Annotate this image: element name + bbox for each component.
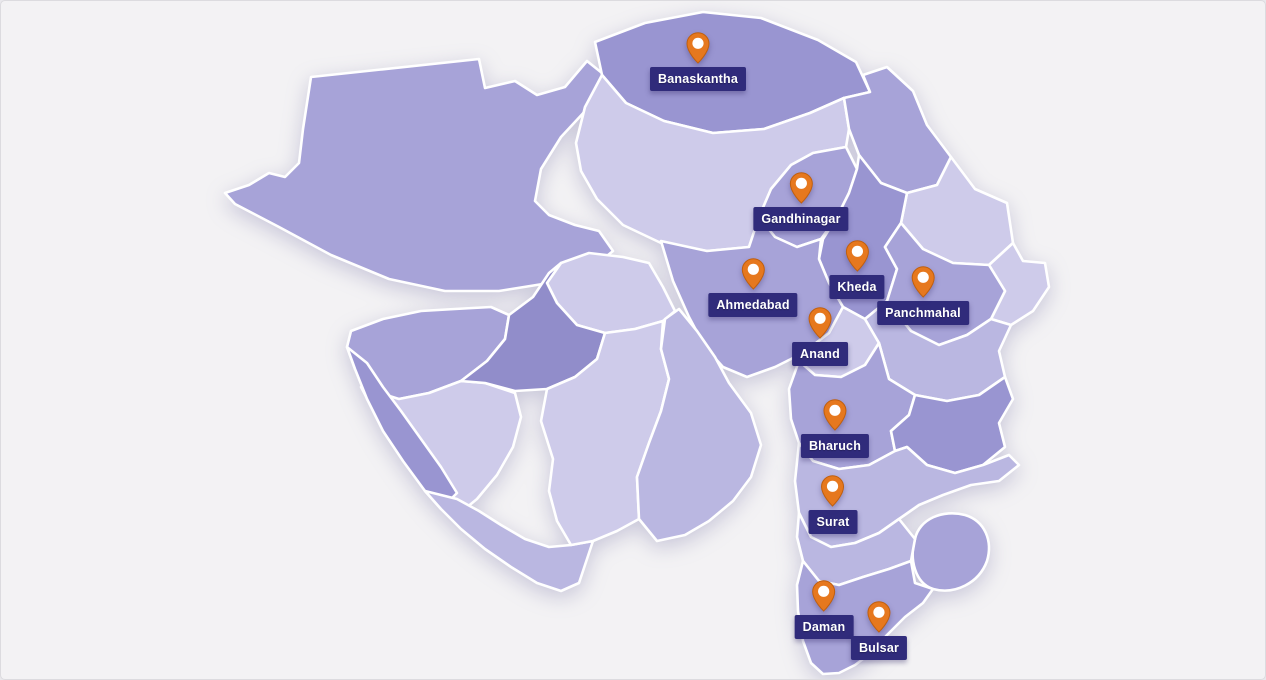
location-pin-icon[interactable] — [741, 258, 765, 290]
district-label[interactable]: Kheda — [829, 275, 885, 299]
city-marker[interactable]: Ahmedabad — [708, 258, 798, 317]
location-pin-icon[interactable] — [823, 399, 847, 431]
map-region[interactable] — [423, 489, 595, 593]
district-label[interactable]: Surat — [808, 510, 858, 534]
location-pin-icon[interactable] — [821, 475, 845, 507]
location-pin-icon[interactable] — [867, 601, 891, 633]
city-marker[interactable]: Kheda — [829, 240, 885, 299]
district-label[interactable]: Daman — [794, 615, 854, 639]
district-label[interactable]: Bulsar — [850, 636, 908, 660]
city-marker[interactable]: Bulsar — [850, 601, 908, 660]
city-marker[interactable]: Surat — [808, 475, 858, 534]
location-pin-icon[interactable] — [911, 266, 935, 298]
city-marker[interactable]: Panchmahal — [877, 266, 969, 325]
map-region[interactable] — [911, 512, 991, 592]
city-marker[interactable]: Daman — [794, 580, 854, 639]
city-marker[interactable]: Banaskantha — [649, 32, 747, 91]
location-pin-icon[interactable] — [789, 172, 813, 204]
city-marker[interactable]: Gandhinagar — [753, 172, 849, 231]
location-pin-icon[interactable] — [812, 580, 836, 612]
district-label[interactable]: Bharuch — [800, 434, 870, 458]
district-label[interactable]: Banaskantha — [649, 67, 747, 91]
location-pin-icon[interactable] — [686, 32, 710, 64]
city-marker[interactable]: Bharuch — [800, 399, 870, 458]
city-marker[interactable]: Anand — [792, 307, 848, 366]
district-label[interactable]: Ahmedabad — [708, 293, 798, 317]
map-region[interactable] — [223, 57, 615, 293]
district-label[interactable]: Anand — [792, 342, 848, 366]
map-region[interactable] — [635, 307, 763, 543]
district-label[interactable]: Gandhinagar — [753, 207, 849, 231]
location-pin-icon[interactable] — [845, 240, 869, 272]
location-pin-icon[interactable] — [808, 307, 832, 339]
district-label[interactable]: Panchmahal — [877, 301, 969, 325]
